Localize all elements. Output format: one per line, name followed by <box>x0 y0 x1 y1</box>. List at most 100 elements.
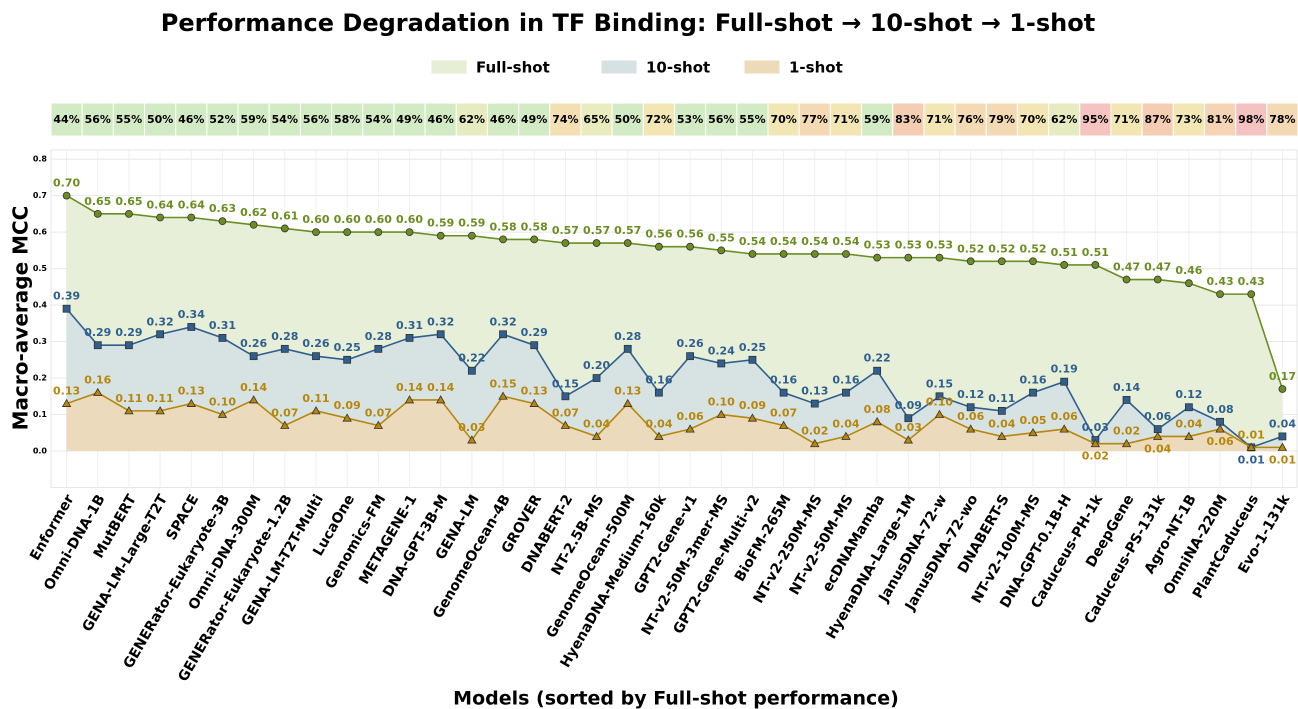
data-label: 0.58 <box>521 220 548 233</box>
marker <box>61 398 72 407</box>
degradation-cell <box>674 102 707 137</box>
marker <box>686 352 694 361</box>
marker <box>436 330 445 339</box>
degradation-label: 46% <box>490 113 516 126</box>
data-label: 0.01 <box>1238 428 1265 441</box>
degradation-cell <box>892 102 925 137</box>
data-label: 0.14 <box>396 381 423 394</box>
y-tick-label: 0.6 <box>33 228 48 237</box>
data-label: 0.16 <box>770 374 797 387</box>
marker <box>904 414 913 423</box>
data-label: 0.58 <box>489 220 516 233</box>
degradation-label: 56% <box>708 113 734 126</box>
marker <box>1153 431 1163 440</box>
degradation-cell <box>642 102 676 137</box>
degradation-label: 62% <box>1051 113 1077 126</box>
legend-label: 1-shot <box>789 59 843 77</box>
data-label: 0.28 <box>271 330 298 343</box>
marker <box>405 228 414 236</box>
degradation-label: 71% <box>1113 113 1139 126</box>
data-label: 0.09 <box>739 399 766 412</box>
data-label: 0.19 <box>1051 363 1078 376</box>
marker <box>435 395 446 404</box>
marker <box>842 250 850 258</box>
data-label: 0.04 <box>645 417 672 430</box>
marker <box>810 399 819 408</box>
degradation-label: 46% <box>178 113 204 126</box>
data-label: 0.53 <box>864 239 891 252</box>
marker <box>1246 442 1256 451</box>
degradation-label: 54% <box>365 113 391 126</box>
data-label: 0.01 <box>1238 453 1265 466</box>
marker <box>1060 377 1069 386</box>
degradation-cell <box>518 102 551 137</box>
data-label: 0.46 <box>1175 264 1202 277</box>
data-label: 0.43 <box>1206 275 1233 288</box>
data-label: 0.22 <box>458 352 485 365</box>
data-label: 0.34 <box>178 308 205 321</box>
data-label: 0.10 <box>209 396 236 409</box>
data-label: 0.01 <box>1269 453 1296 466</box>
marker <box>966 257 975 266</box>
data-label: 0.56 <box>677 228 704 241</box>
marker <box>1184 431 1194 440</box>
data-label: 0.14 <box>427 381 454 394</box>
data-label: 0.26 <box>240 337 267 350</box>
data-label: 0.10 <box>926 396 953 409</box>
y-tick-label: 0.3 <box>33 337 47 346</box>
degradation-cell <box>798 102 831 137</box>
degradation-label: 83% <box>895 113 921 126</box>
marker <box>655 388 663 397</box>
marker <box>155 406 165 415</box>
marker <box>716 409 726 418</box>
data-label: 0.16 <box>645 374 672 387</box>
marker <box>778 420 789 429</box>
marker <box>498 391 508 400</box>
y-tick-label: 0.2 <box>33 374 47 383</box>
data-label: 0.15 <box>489 377 516 390</box>
data-label: 0.06 <box>1144 410 1171 423</box>
marker <box>311 406 321 415</box>
degradation-cell <box>549 102 582 137</box>
marker <box>1278 385 1287 393</box>
data-label: 0.22 <box>864 352 891 365</box>
data-label: 0.29 <box>84 326 111 339</box>
marker <box>218 217 227 226</box>
marker <box>779 250 788 258</box>
marker <box>62 191 71 200</box>
marker <box>499 235 507 244</box>
legend-label: Full-shot <box>476 59 550 77</box>
data-label: 0.54 <box>770 235 797 248</box>
data-label: 0.02 <box>801 425 828 438</box>
degradation-cell <box>331 102 364 137</box>
data-label: 0.64 <box>147 199 174 212</box>
marker <box>685 424 695 433</box>
degradation-cell <box>299 102 333 137</box>
degradation-cell <box>923 102 956 137</box>
degradation-cell <box>1172 102 1205 137</box>
data-label: 0.43 <box>1238 275 1265 288</box>
data-label: 0.47 <box>1144 261 1171 274</box>
data-label: 0.28 <box>365 330 392 343</box>
data-label: 0.03 <box>458 421 485 434</box>
data-label: 0.32 <box>489 315 516 328</box>
y-axis-label: Macro-average MCC <box>9 206 33 431</box>
degradation-label: 53% <box>677 113 703 126</box>
marker <box>1153 275 1162 284</box>
marker <box>529 398 539 407</box>
data-label: 0.13 <box>53 385 80 398</box>
data-label: 0.64 <box>178 199 205 212</box>
data-label: 0.03 <box>895 421 922 434</box>
legend-label: 10-shot <box>646 59 710 77</box>
degradation-label: 50% <box>147 113 173 126</box>
marker <box>965 424 976 433</box>
data-label: 0.02 <box>1082 450 1109 463</box>
data-label: 0.14 <box>1113 381 1140 394</box>
marker <box>1216 417 1224 426</box>
data-label: 0.32 <box>427 315 454 328</box>
data-label: 0.31 <box>209 319 236 332</box>
degradation-cell <box>81 102 114 137</box>
degradation-label: 55% <box>739 113 765 126</box>
marker <box>1029 388 1037 397</box>
